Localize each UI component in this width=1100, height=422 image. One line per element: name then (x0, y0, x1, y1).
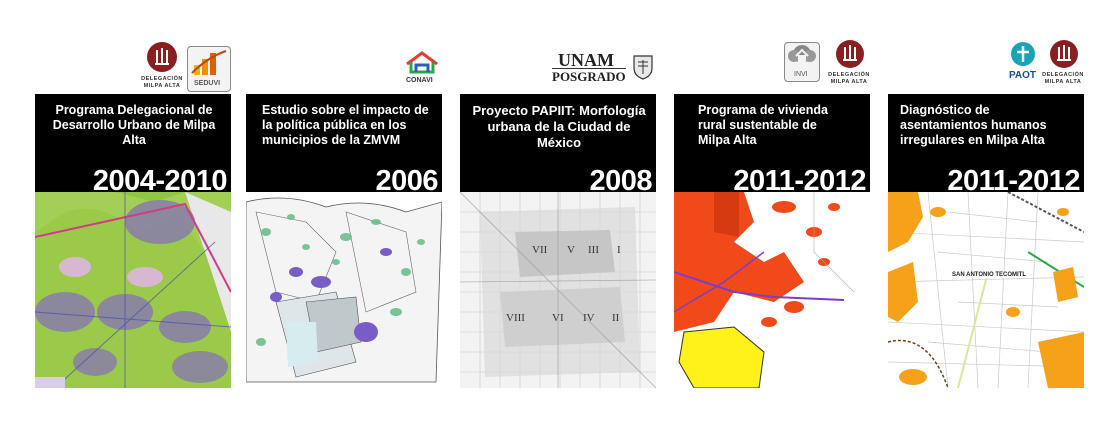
unam-logo-text: UNAM (558, 50, 614, 70)
sector-label: VIII (506, 312, 525, 324)
project-card-1[interactable]: DELEGACIÓN MILPA ALTA SEDUVI Programa De… (35, 40, 231, 388)
sector-label: V (567, 244, 575, 256)
seal-text-2: MILPA ALTA (1044, 79, 1082, 85)
card-title: Programa Delegacional de Desarrollo Urba… (52, 103, 216, 147)
map-place-label: SAN ANTONIO TECOMITL (952, 272, 1026, 278)
sector-label: VII (532, 244, 548, 256)
unam-shield-icon (632, 54, 654, 80)
paot-logo: PAOT (1006, 40, 1040, 84)
conavi-label: CONAVI (406, 77, 433, 84)
sector-label: II (612, 312, 620, 324)
seduvi-logo: SEDUVI (187, 46, 231, 92)
card-map-image (35, 192, 231, 388)
project-card-5[interactable]: PAOT DELEGACIÓN MILPA ALTA Diagnóstico d… (888, 40, 1084, 388)
card-header: Diagnóstico de asentamientos humanos irr… (888, 94, 1084, 197)
card-map-image (246, 192, 442, 388)
card-logos: INVI DELEGACIÓN MILPA ALTA (674, 40, 870, 94)
card-year: 2006 (375, 165, 438, 197)
card-header: Programa de vivienda rural sustentable d… (674, 94, 870, 197)
card-logos: DELEGACIÓN MILPA ALTA SEDUVI (35, 40, 231, 94)
card-logos: PAOT DELEGACIÓN MILPA ALTA (888, 40, 1084, 94)
card-map-image: VII V III I VIII VI IV II (460, 192, 656, 388)
card-year: 2011-2012 (733, 165, 866, 197)
card-header: Estudio sobre el impacto de la política … (246, 94, 442, 197)
seal-text-1: DELEGACIÓN (828, 72, 870, 78)
card-map-image (674, 192, 870, 388)
conavi-logo: CONAVI (404, 50, 440, 90)
card-logos: UNAM POSGRADO (460, 40, 656, 94)
seal-text-2: MILPA ALTA (830, 79, 868, 85)
card-year: 2004-2010 (92, 165, 228, 197)
invi-house-icon (788, 45, 816, 65)
seal-text-1: DELEGACIÓN (1042, 72, 1084, 78)
card-year: 2008 (589, 165, 652, 197)
conavi-house-icon (406, 51, 438, 74)
sector-label: III (588, 244, 599, 256)
seduvi-chart-icon (191, 50, 227, 75)
card-map-image: SAN ANTONIO TECOMITL (888, 192, 1084, 388)
sector-label: VI (552, 312, 564, 324)
paot-emblem-icon (1011, 42, 1035, 66)
project-card-4[interactable]: INVI DELEGACIÓN MILPA ALTA Programa de v… (674, 40, 870, 388)
invi-logo: INVI (784, 42, 820, 82)
card-header: Programa Delegacional de Desarrollo Urba… (35, 94, 231, 197)
sector-label: I (617, 244, 621, 256)
delegacion-seal-icon (1050, 40, 1078, 68)
paot-label: PAOT (1009, 70, 1037, 81)
card-title: Programa de vivienda rural sustentable d… (698, 103, 828, 147)
card-title: Proyecto PAPIIT: Morfología urbana de la… (472, 103, 646, 150)
seal-text-2: MILPA ALTA (143, 83, 181, 89)
card-title: Diagnóstico de asentamientos humanos irr… (900, 103, 1047, 147)
sector-label: IV (583, 312, 595, 324)
card-title: Estudio sobre el impacto de la política … (262, 103, 429, 147)
project-card-2[interactable]: CONAVI Estudio sobre el impacto de la po… (246, 40, 442, 388)
delegacion-seal-icon (147, 42, 177, 72)
seal-text-1: DELEGACIÓN (141, 76, 183, 82)
delegacion-seal-icon (836, 40, 864, 68)
invi-label: INVI (794, 71, 808, 78)
card-header: Proyecto PAPIIT: Morfología urbana de la… (460, 94, 656, 197)
card-year: 2011-2012 (947, 165, 1080, 197)
posgrado-logo-text: POSGRADO (552, 68, 626, 84)
project-card-3[interactable]: UNAM POSGRADO Proyecto PAPIIT: Morfologí… (460, 40, 656, 388)
seduvi-label: SEDUVI (194, 80, 221, 87)
card-logos: CONAVI (246, 40, 442, 94)
